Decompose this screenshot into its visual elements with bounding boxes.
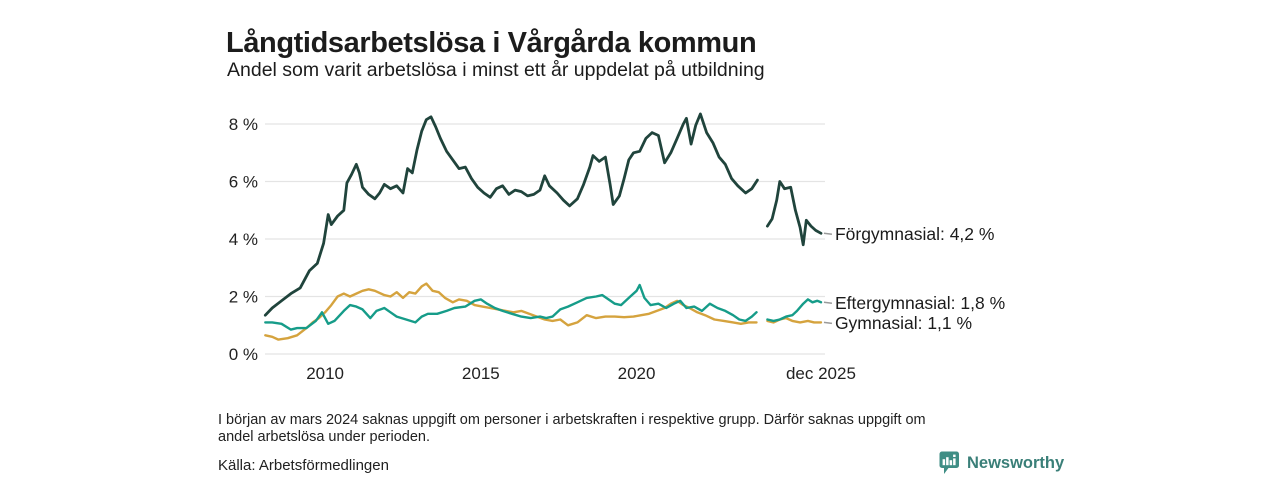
series-end-label-forgymnasial: Förgymnasial: 4,2 % xyxy=(835,224,995,244)
series-leader-eftergymnasial xyxy=(823,301,833,304)
line-chart: 0 % 2 % 4 % 6 % 8 % 2010 2015 2020 dec 2025 Gymna… xyxy=(229,112,1005,383)
series-line-gymnasial xyxy=(264,282,823,341)
y-tick-label: 4 % xyxy=(229,230,258,249)
newsworthy-bar-chart-bubble-icon xyxy=(939,451,959,474)
newsworthy-wordmark: Newsworthy xyxy=(967,453,1065,472)
footnote-line-2: andel arbetslösa under perioden. xyxy=(218,429,431,445)
x-tick-label: 2010 xyxy=(306,364,344,383)
source-label: Källa: Arbetsförmedlingen xyxy=(218,457,389,474)
series-end-label-gymnasial: Gymnasial: 1,1 % xyxy=(835,313,972,333)
chart-subtitle: Andel som varit arbetslösa i minst ett å… xyxy=(227,59,765,81)
series-end-label-eftergymnasial: Eftergymnasial: 1,8 % xyxy=(835,293,1005,313)
x-tick-label: dec 2025 xyxy=(786,364,856,383)
y-tick-label: 8 % xyxy=(229,115,258,134)
series-line-forgymnasial xyxy=(263,112,823,317)
series-leader-forgymnasial xyxy=(823,232,833,235)
x-tick-label: 2020 xyxy=(618,364,656,383)
y-tick-label: 0 % xyxy=(229,345,258,364)
x-tick-label: 2015 xyxy=(462,364,500,383)
page-title: Långtidsarbetslösa i Vårgårda kommun xyxy=(226,27,757,60)
footnote-line-1: I början av mars 2024 saknas uppgift om … xyxy=(218,412,926,428)
series-leader-gymnasial xyxy=(823,321,833,325)
series-line-eftergymnasial xyxy=(264,283,823,331)
y-tick-label: 2 % xyxy=(229,288,258,307)
newsworthy-brand: Newsworthy xyxy=(939,451,1064,475)
footnote: I början av mars 2024 saknas uppgift om … xyxy=(218,412,926,446)
y-tick-label: 6 % xyxy=(229,173,258,192)
